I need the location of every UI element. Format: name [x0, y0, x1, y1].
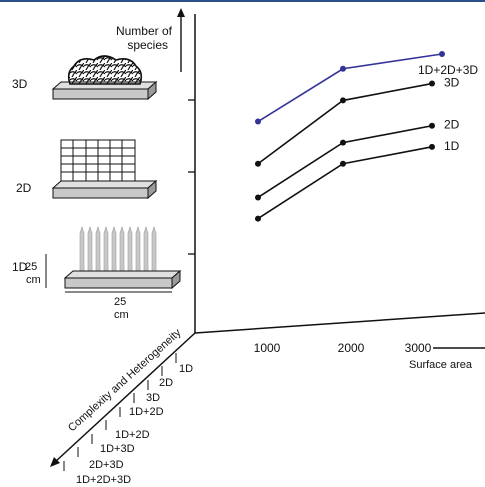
structure-1d: [45, 226, 182, 293]
x-tick-label: 3000: [405, 341, 432, 355]
plate-side: [171, 269, 181, 290]
series-label: 2D: [444, 118, 460, 132]
series-point: [439, 51, 445, 57]
z-axis-line: [54, 332, 196, 463]
series-point: [255, 215, 261, 222]
plate-side: [147, 179, 157, 200]
structure-1d-label: 1D: [12, 260, 28, 274]
grid-lines: [61, 140, 135, 182]
z-axis-arrowhead: [50, 457, 60, 467]
z-category-label: 2D+3D: [89, 459, 124, 471]
z-category-label: 2D: [159, 377, 173, 389]
z-axis-categories: 1D 2D 3D 1D+2D 1D+2D 1D+3D 2D+3D 1D+2D+3…: [63, 353, 193, 486]
mesh-blob: [67, 55, 143, 85]
y-axis-label-line2: species: [127, 38, 168, 52]
width-scale-value: 25: [114, 296, 126, 308]
plate-front: [64, 277, 173, 289]
structure-2d-label: 2D: [16, 181, 32, 195]
series-line: [257, 146, 433, 220]
x-axis-label: Surface area: [409, 359, 473, 371]
series-point: [340, 97, 346, 104]
series-line: [257, 53, 443, 123]
series-point: [255, 118, 261, 125]
series-label: 1D: [444, 139, 460, 153]
plate-front: [52, 187, 149, 199]
z-category-label: 3D: [146, 392, 160, 404]
rods: [79, 226, 157, 277]
series-label: 1D+2D+3D: [418, 63, 478, 77]
series-point: [340, 139, 346, 146]
series-point: [429, 122, 435, 129]
structure-3d: [51, 55, 158, 101]
z-category-label: 1D+2D: [115, 429, 150, 441]
series-point: [340, 160, 346, 167]
series-label: 3D: [444, 76, 460, 90]
plate-top: [51, 180, 158, 189]
series-point: [340, 65, 346, 72]
y-axis-label-line1: Number of: [116, 24, 173, 38]
series-point: [429, 80, 435, 87]
plate-top: [63, 270, 182, 279]
structure-2d: [51, 139, 158, 200]
width-scale-unit: cm: [114, 309, 129, 321]
y-axis-arrowhead: [177, 8, 185, 17]
x-tick-label: 1000: [254, 341, 281, 355]
plate-front: [52, 88, 149, 100]
z-category-label: 1D: [179, 363, 193, 375]
z-category-label: 1D+3D: [100, 443, 135, 455]
z-category-label: 1D+2D: [129, 406, 164, 418]
structure-3d-label: 3D: [12, 77, 28, 91]
height-scale-unit: cm: [26, 274, 41, 286]
plate-side: [147, 80, 157, 101]
series-point: [255, 160, 261, 167]
series-point: [429, 143, 435, 150]
x-axis-line: [194, 312, 485, 334]
series-point: [255, 194, 261, 201]
x-tick-label: 2000: [338, 341, 365, 355]
height-scale-value: 25: [25, 261, 37, 273]
z-category-label: 1D+2D+3D: [76, 474, 131, 486]
